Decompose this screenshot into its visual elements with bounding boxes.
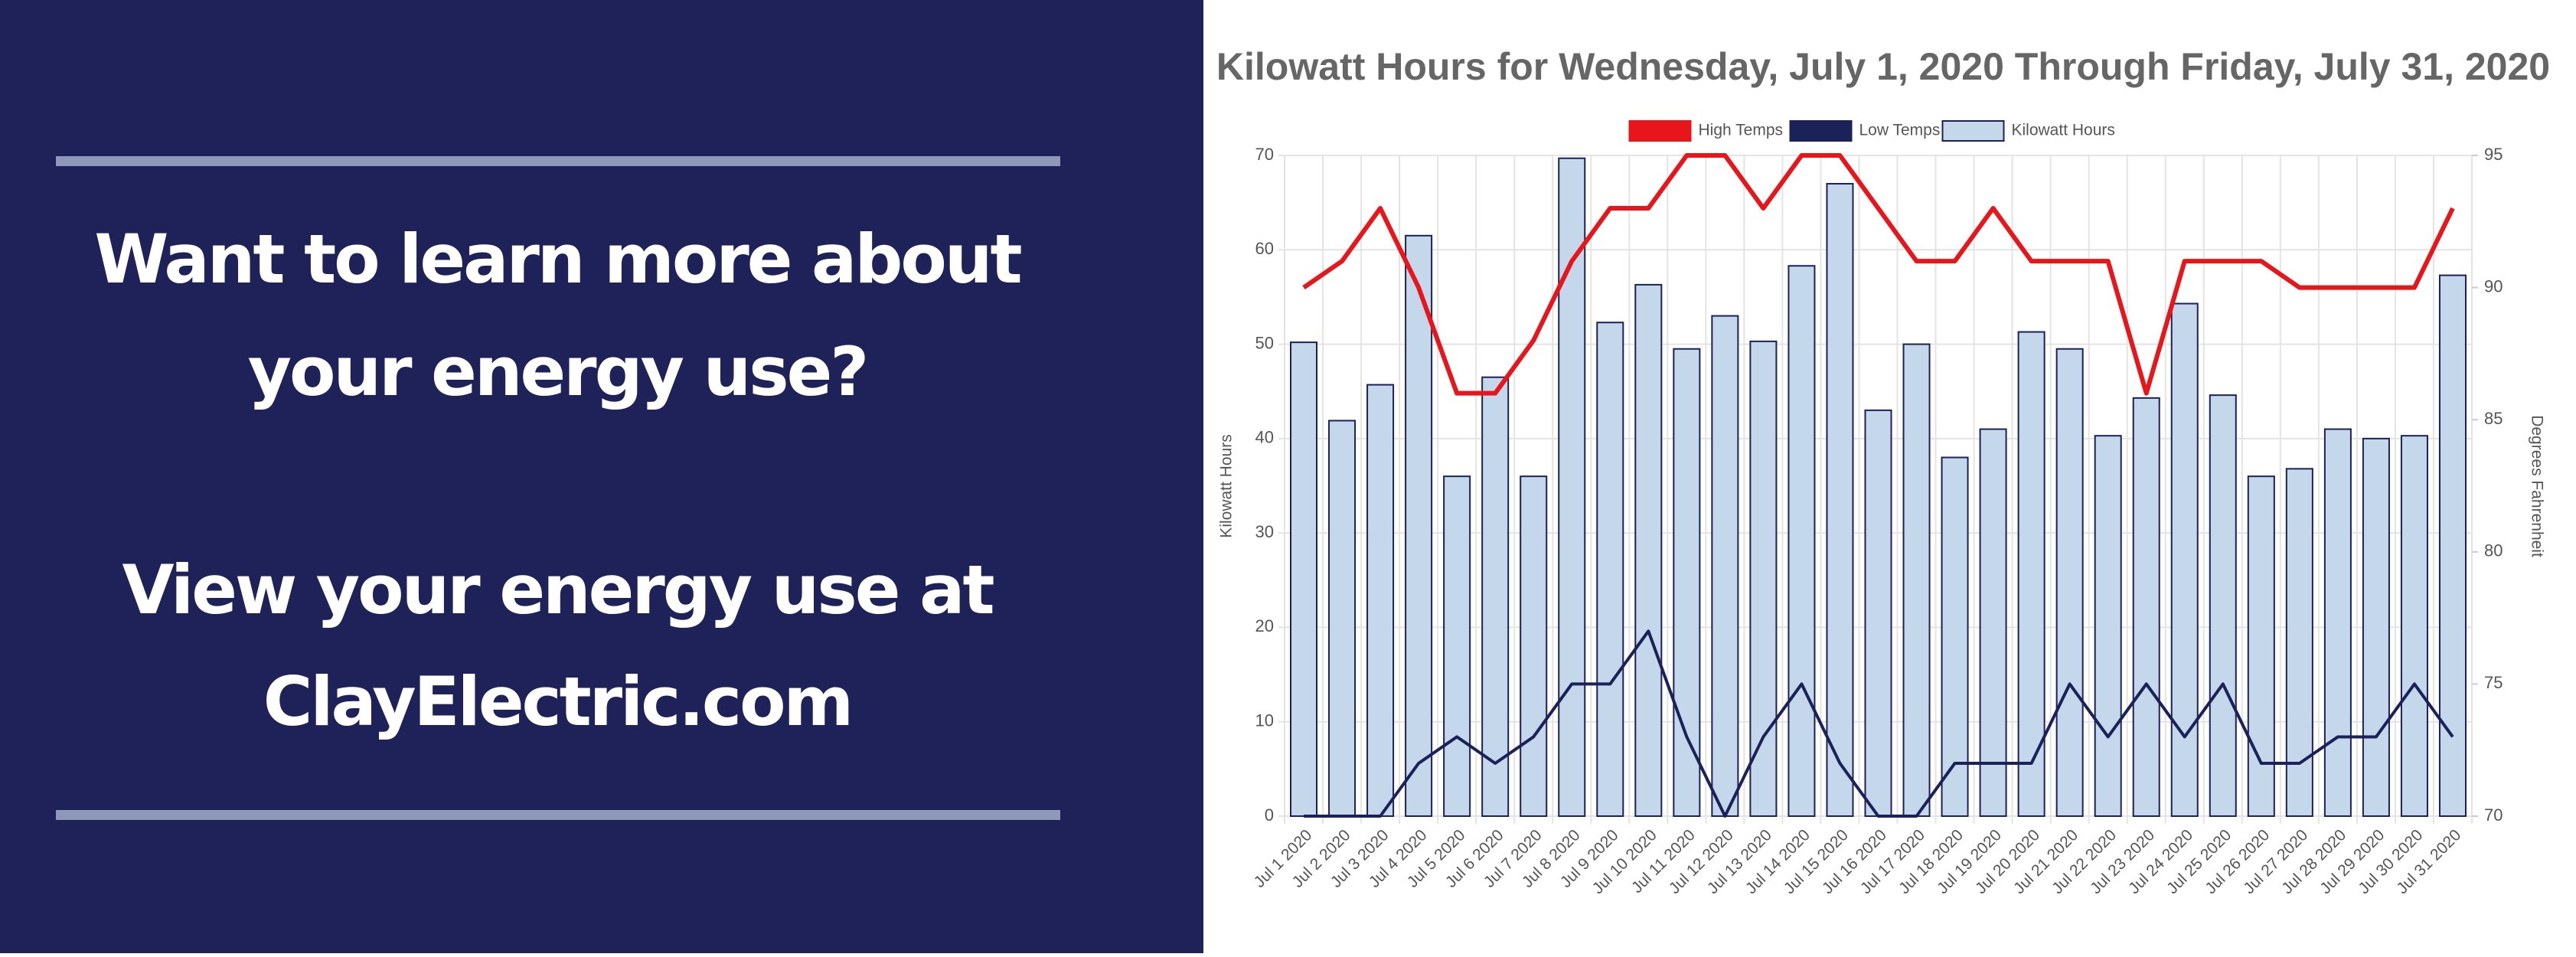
promo-text: your energy use? [248, 332, 867, 411]
bar [2017, 331, 2045, 817]
legend-swatch [1628, 120, 1692, 142]
divider [56, 810, 1060, 820]
line [1302, 153, 2455, 396]
legend-label: High Temps [1699, 122, 1784, 139]
bar [2247, 475, 2275, 818]
y-axis-label: Kilowatt Hours [1218, 434, 1236, 537]
y2-tick-label: 70 [2484, 805, 2503, 825]
bar [1328, 420, 1357, 817]
y-tick-label: 10 [1255, 711, 1274, 730]
bar [1864, 409, 1892, 817]
y2-tick-label: 85 [2484, 409, 2503, 428]
promo-text: ClayElectric.com [263, 662, 851, 741]
y-tick-label: 30 [1255, 522, 1274, 541]
legend-swatch [1941, 120, 2005, 142]
bar [1481, 376, 1510, 817]
y2-axis-label: Degrees Fahrenheit [2528, 415, 2545, 557]
legend-swatch [1789, 120, 1853, 142]
y2-tick-label: 95 [2484, 145, 2503, 164]
y-tick-label: 20 [1255, 616, 1274, 635]
bar [1902, 343, 1931, 818]
bar [1558, 157, 1586, 818]
bar [1788, 265, 1816, 818]
y-tick-label: 70 [1255, 145, 1274, 164]
bar [1711, 315, 1739, 818]
line [1304, 629, 2454, 818]
bar [1520, 475, 1548, 818]
legend-label: Kilowatt Hours [2012, 122, 2115, 139]
bar [1673, 348, 1701, 817]
bar [1366, 384, 1395, 817]
bar [1634, 283, 1663, 817]
divider [56, 156, 1060, 166]
y2-tick-label: 80 [2484, 541, 2503, 560]
bar [1596, 322, 1624, 818]
y-tick-label: 40 [1255, 428, 1274, 447]
bar [1749, 340, 1778, 817]
bar [1941, 456, 1969, 817]
bar [2055, 348, 2084, 817]
bar [1979, 428, 2007, 817]
bar [2209, 394, 2237, 817]
chart-title: Kilowatt Hours for Wednesday, July 1, 20… [1216, 45, 2550, 88]
bar [1405, 234, 1433, 817]
bar [2132, 397, 2160, 817]
bar [1826, 182, 1854, 817]
bar [2323, 428, 2352, 817]
bar [1443, 475, 1471, 818]
y-tick-label: 0 [1265, 805, 1274, 825]
promo-text: Want to learn more about [94, 220, 1021, 299]
legend-label: Low Temps [1859, 122, 1941, 139]
y-tick-label: 60 [1255, 239, 1274, 258]
y2-tick-label: 90 [2484, 276, 2503, 296]
y2-tick-label: 75 [2484, 673, 2503, 692]
y-tick-label: 50 [1255, 333, 1274, 352]
bar [1290, 341, 1318, 817]
bar [2094, 435, 2122, 817]
bar [2170, 302, 2199, 817]
bar [2362, 437, 2390, 817]
bar [2400, 435, 2428, 817]
promo-text: View your energy use at [122, 550, 994, 629]
